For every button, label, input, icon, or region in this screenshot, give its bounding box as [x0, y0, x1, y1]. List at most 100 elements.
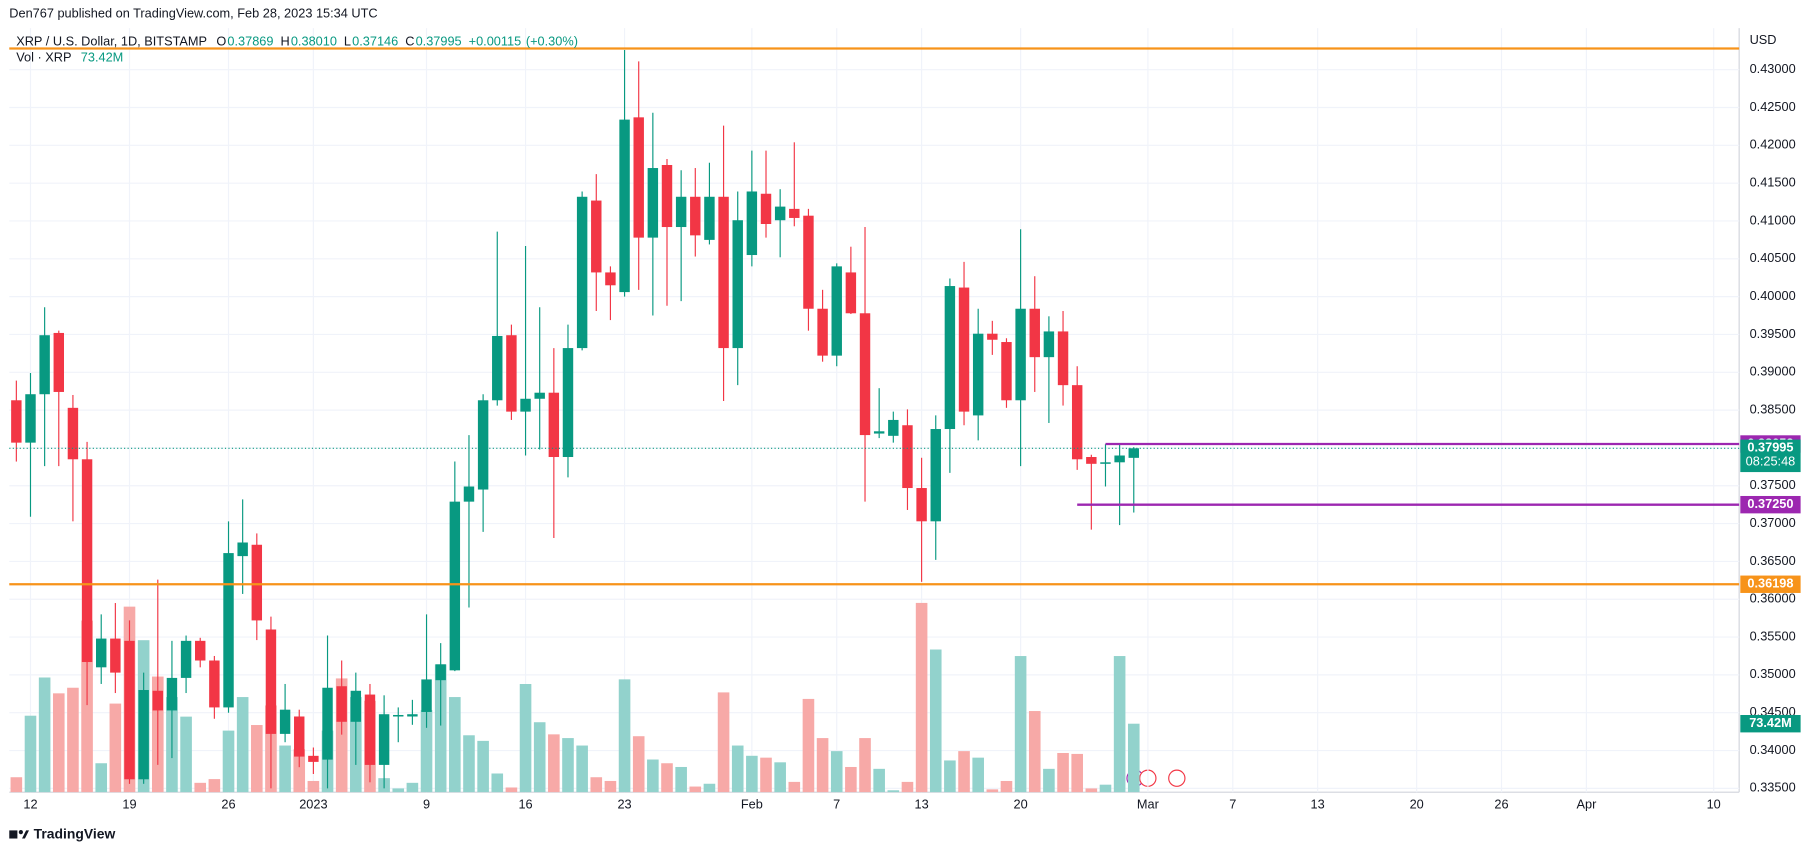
volume-last-label: 73.42M [1749, 715, 1792, 730]
volume-bar [717, 692, 730, 793]
x-tick-label: 13 [915, 796, 929, 811]
volume-bar [845, 766, 857, 793]
volume-bar [901, 781, 914, 793]
x-tick-label: 10 [1707, 796, 1721, 811]
candle-body [110, 638, 121, 673]
candle-body [421, 679, 432, 712]
level-label-box [1740, 575, 1801, 593]
candle-body [294, 716, 305, 757]
volume-bar [703, 783, 716, 793]
candle-body [619, 119, 630, 293]
volume-bar [604, 780, 617, 793]
volume-bar [590, 777, 603, 793]
y-tick-label: 0.35000 [1750, 666, 1796, 681]
candle-body [322, 687, 333, 760]
published-note: Den767 published on TradingView.com, Feb… [9, 6, 377, 21]
candle-body [987, 333, 998, 340]
candle-body [605, 272, 616, 286]
candle-body [803, 215, 814, 309]
x-tick-label: 2023 [299, 796, 327, 811]
volume-bar [477, 740, 489, 793]
legend-ohlc-value: 0.37869 [227, 33, 273, 48]
volume-bar [533, 722, 546, 793]
candles [11, 50, 1139, 789]
volume-bar [802, 698, 815, 793]
volume-bar [1043, 768, 1055, 793]
currency: USD [1750, 32, 1777, 47]
candle-body [718, 196, 729, 349]
y-tick-label: 0.43000 [1750, 61, 1796, 76]
volume-bar [194, 782, 207, 793]
candle-body [237, 542, 248, 557]
candle-body [449, 501, 461, 671]
candle-body [902, 425, 913, 489]
candle-body [463, 486, 475, 502]
level-label-box [1740, 495, 1801, 514]
volume-bar [972, 757, 984, 793]
level-label: 0.37250 [1747, 496, 1793, 511]
candle-body [407, 714, 418, 717]
volume-bar [675, 766, 687, 793]
candle-body [124, 640, 135, 780]
volume-bar [279, 745, 291, 793]
x-tick-label: 26 [1494, 796, 1508, 811]
grid [9, 28, 1740, 793]
volume-bar [1014, 656, 1027, 793]
candle-body [492, 335, 503, 401]
volume-bar [915, 602, 928, 793]
candle-body [435, 664, 446, 681]
volume-bar [109, 703, 122, 793]
candle-body [831, 266, 842, 356]
candle-body [308, 755, 319, 762]
x-tick-label: 7 [833, 796, 840, 811]
candle-body [25, 394, 36, 443]
volume-bar [1099, 784, 1112, 793]
candle-body [1100, 462, 1111, 464]
candle-body [1086, 457, 1097, 464]
volume-bar [731, 745, 744, 793]
candle-body [647, 168, 659, 238]
legend-ohlc-value: 0.37146 [352, 33, 398, 48]
candle-body [1071, 385, 1083, 460]
volume-bar [1113, 656, 1126, 793]
volume-bar [562, 738, 574, 793]
volume-bar [406, 782, 419, 793]
candle-body [138, 690, 149, 780]
y-tick-label: 0.34000 [1750, 742, 1796, 757]
x-tick-label: 26 [221, 796, 235, 811]
candle-body [576, 196, 588, 349]
volume-bar [52, 693, 65, 793]
candle-body [520, 398, 531, 412]
y-tick-label: 0.39000 [1750, 364, 1796, 379]
volume-bar [180, 716, 192, 793]
volume-bar [788, 781, 801, 793]
event-icon [1168, 769, 1186, 787]
candle-body [1114, 455, 1125, 463]
logo-mark [9, 830, 18, 839]
candle-body [279, 709, 291, 734]
volume-bar [929, 649, 942, 793]
volume-bar [1000, 780, 1013, 793]
candle-body [1029, 308, 1040, 358]
legend-ohlc-value: 0.37995 [416, 33, 462, 48]
candle-body [944, 286, 956, 430]
candle-body [633, 117, 644, 238]
brand: TradingView [34, 826, 116, 842]
x-tick-label: 9 [423, 796, 430, 811]
volume-bar [392, 788, 405, 793]
volume-last-label-box [1740, 715, 1801, 733]
volume-bar [10, 777, 23, 793]
levels [9, 47, 1740, 586]
y-tick-label: 0.35500 [1750, 628, 1796, 643]
y-tick-label: 0.40000 [1750, 288, 1796, 303]
legend-ohlc-letter: L [344, 33, 351, 48]
candle-body [378, 714, 390, 765]
candle-body [845, 272, 857, 314]
volume-bar [38, 677, 51, 793]
volume-bar [24, 715, 37, 793]
x-tick-label: 20 [1410, 796, 1424, 811]
y-tick-label: 0.39500 [1750, 326, 1796, 341]
candle-body [166, 677, 178, 711]
candle-body [11, 400, 22, 443]
